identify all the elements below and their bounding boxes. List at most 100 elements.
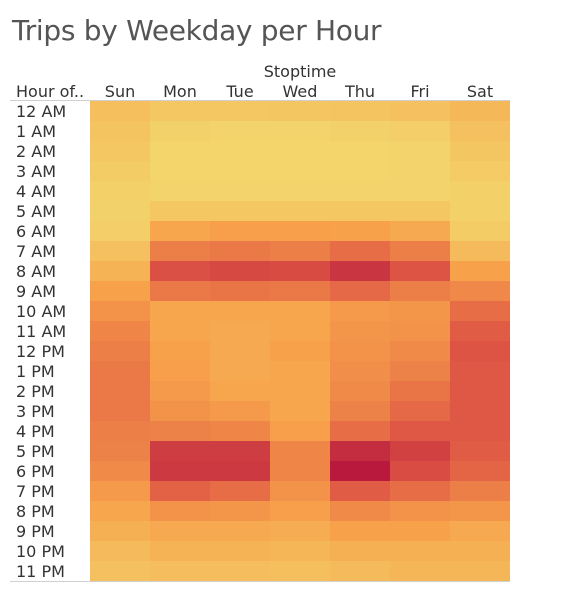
heatmap-cell xyxy=(90,381,150,401)
row-header-label: Hour of.. xyxy=(16,82,85,101)
heatmap-cell xyxy=(450,421,510,441)
row-label: 2 PM xyxy=(16,382,55,401)
heatmap-cell xyxy=(150,381,210,401)
heatmap-cell xyxy=(390,121,450,141)
column-label: Sat xyxy=(467,82,493,101)
heatmap-cell xyxy=(150,541,210,561)
heatmap-cell xyxy=(390,281,450,301)
heatmap-cell xyxy=(270,261,330,281)
heatmap-cell xyxy=(150,321,210,341)
row-label: 2 AM xyxy=(16,142,56,161)
column-label: Thu xyxy=(344,82,375,101)
row-label: 7 AM xyxy=(16,242,56,261)
heatmap-cell xyxy=(150,281,210,301)
heatmap-cell xyxy=(450,101,510,121)
heatmap-cell xyxy=(390,461,450,481)
heatmap-cell xyxy=(450,321,510,341)
heatmap-cell xyxy=(330,501,390,521)
heatmap-cell xyxy=(270,341,330,361)
heatmap-cell xyxy=(150,401,210,421)
heatmap-cell xyxy=(90,101,150,121)
column-label: Tue xyxy=(225,82,253,101)
column-label: Mon xyxy=(163,82,197,101)
heatmap-cell xyxy=(270,221,330,241)
row-label: 9 AM xyxy=(16,282,56,301)
heatmap-cell xyxy=(330,341,390,361)
heatmap-cell xyxy=(270,441,330,461)
heatmap-cell xyxy=(330,561,390,581)
heatmap-cell xyxy=(330,241,390,261)
heatmap-cell xyxy=(330,261,390,281)
heatmap-cell xyxy=(90,241,150,261)
heatmap-cell xyxy=(330,221,390,241)
heatmap-cell xyxy=(210,541,270,561)
row-label: 8 PM xyxy=(16,502,55,521)
heatmap-cell xyxy=(210,441,270,461)
heatmap-cell xyxy=(330,281,390,301)
heatmap-cell xyxy=(330,201,390,221)
heatmap-cell xyxy=(390,441,450,461)
heatmap-cell xyxy=(150,341,210,361)
heatmap-cell xyxy=(150,241,210,261)
heatmap-cell xyxy=(450,501,510,521)
heatmap-cell xyxy=(390,421,450,441)
heatmap-cell xyxy=(210,381,270,401)
heatmap-cell xyxy=(330,181,390,201)
heatmap-cell xyxy=(450,381,510,401)
heatmap-cell xyxy=(90,561,150,581)
heatmap-cell xyxy=(210,501,270,521)
heatmap-cell xyxy=(210,401,270,421)
heatmap-cell xyxy=(90,141,150,161)
heatmap-cell xyxy=(390,341,450,361)
heatmap-cell xyxy=(210,121,270,141)
heatmap-cell xyxy=(330,121,390,141)
row-label: 10 AM xyxy=(16,302,66,321)
heatmap-cell xyxy=(450,341,510,361)
heatmap-cell xyxy=(210,101,270,121)
heatmap-cell xyxy=(150,201,210,221)
heatmap-cell xyxy=(150,141,210,161)
heatmap-cell xyxy=(90,361,150,381)
heatmap-cell xyxy=(330,401,390,421)
heatmap-cell xyxy=(150,421,210,441)
heatmap-cell xyxy=(450,261,510,281)
heatmap-cell xyxy=(210,321,270,341)
row-label: 1 PM xyxy=(16,362,55,381)
heatmap-cell xyxy=(210,421,270,441)
heatmap-cell xyxy=(210,461,270,481)
heatmap-cell xyxy=(210,261,270,281)
heatmap-cell xyxy=(270,561,330,581)
heatmap-cell xyxy=(150,481,210,501)
heatmap-cell xyxy=(270,521,330,541)
row-label: 12 AM xyxy=(16,102,66,121)
heatmap-cell xyxy=(270,501,330,521)
heatmap-cell xyxy=(210,361,270,381)
heatmap-cell xyxy=(150,121,210,141)
heatmap-cell xyxy=(450,361,510,381)
heatmap-cell xyxy=(210,181,270,201)
heatmap-cell xyxy=(270,421,330,441)
heatmap-cell xyxy=(210,201,270,221)
heatmap-cell xyxy=(150,441,210,461)
row-label: 6 AM xyxy=(16,222,56,241)
heatmap-cell xyxy=(270,281,330,301)
row-label: 12 PM xyxy=(16,342,65,361)
heatmap-cell xyxy=(390,181,450,201)
heatmap-cell xyxy=(450,221,510,241)
heatmap-cell xyxy=(390,561,450,581)
heatmap-cell xyxy=(150,501,210,521)
row-label: 4 PM xyxy=(16,422,55,441)
row-label: 11 AM xyxy=(16,322,66,341)
heatmap-cell xyxy=(390,201,450,221)
heatmap-cell xyxy=(450,141,510,161)
heatmap-cell xyxy=(390,481,450,501)
heatmap-cell xyxy=(90,281,150,301)
heatmap-cell xyxy=(330,461,390,481)
heatmap-cell xyxy=(90,401,150,421)
heatmap-cell xyxy=(450,161,510,181)
heatmap-cell xyxy=(330,481,390,501)
row-label: 3 PM xyxy=(16,402,55,421)
row-label: 11 PM xyxy=(16,562,65,581)
heatmap-cell xyxy=(270,141,330,161)
heatmap-cell xyxy=(390,321,450,341)
